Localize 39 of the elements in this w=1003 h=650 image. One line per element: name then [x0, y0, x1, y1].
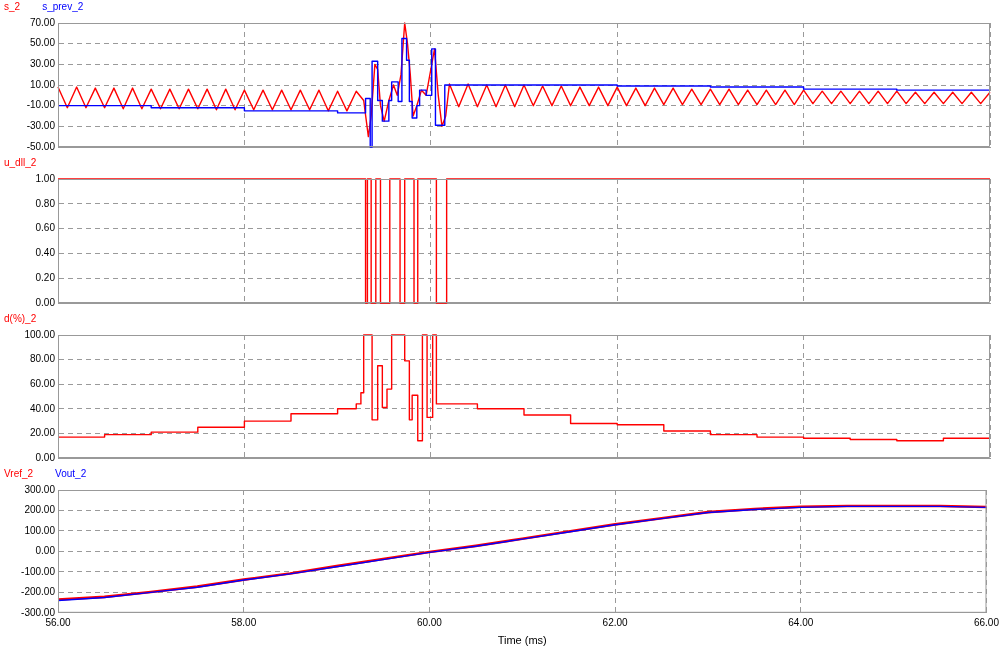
text: u_dll_2: [4, 157, 37, 168]
x-tick-label: 60.00: [416, 616, 443, 628]
x-tick-label: 58.00: [231, 616, 257, 628]
x-tick-label: 62.00: [602, 616, 629, 628]
y-tick-label: 0.80: [35, 197, 56, 209]
y-tick-label: 0.60: [35, 222, 56, 234]
y-tick-label: 0.00: [35, 451, 56, 463]
y-tick-label: 20.00: [29, 427, 56, 439]
y-tick-label: 300.00: [24, 483, 56, 495]
y-tick-label: 0.40: [35, 247, 56, 259]
y-tick-label: -50.00: [26, 140, 56, 152]
text: Vout_2: [55, 468, 87, 479]
x-tick-label: 56.00: [45, 616, 71, 628]
y-tick-label: 80.00: [29, 353, 56, 365]
y-tick-label: 60.00: [29, 377, 56, 389]
y-tick-label: 100.00: [24, 524, 56, 536]
y-tick-label: 50.00: [29, 37, 56, 49]
y-tick-label: -300.00: [21, 606, 56, 618]
x-tick-label: 66.00: [973, 616, 1000, 628]
text: d(%)_2: [4, 313, 37, 324]
text: s_2: [4, 1, 21, 12]
y-tick-label: -200.00: [21, 586, 56, 598]
y-tick-label: 40.00: [29, 402, 56, 414]
y-tick-label: -10.00: [26, 99, 56, 111]
x-tick-label: 64.00: [788, 616, 814, 628]
y-tick-label: 30.00: [29, 58, 56, 70]
y-tick-label: 70.00: [29, 16, 56, 28]
y-tick-label: -30.00: [26, 120, 56, 132]
y-tick-label: 0.20: [35, 271, 56, 283]
y-tick-label: 0.00: [35, 545, 56, 557]
y-tick-label: 10.00: [29, 78, 56, 90]
text: s_prev_2: [42, 1, 84, 12]
y-tick-label: 1.00: [35, 172, 56, 184]
x-axis-title: Time (ms): [497, 634, 547, 647]
y-tick-label: 0.00: [35, 296, 56, 308]
y-tick-label: 100.00: [24, 328, 56, 340]
y-tick-label: 200.00: [24, 504, 56, 516]
y-tick-label: -100.00: [21, 565, 56, 577]
text: Vref_2: [4, 468, 34, 479]
